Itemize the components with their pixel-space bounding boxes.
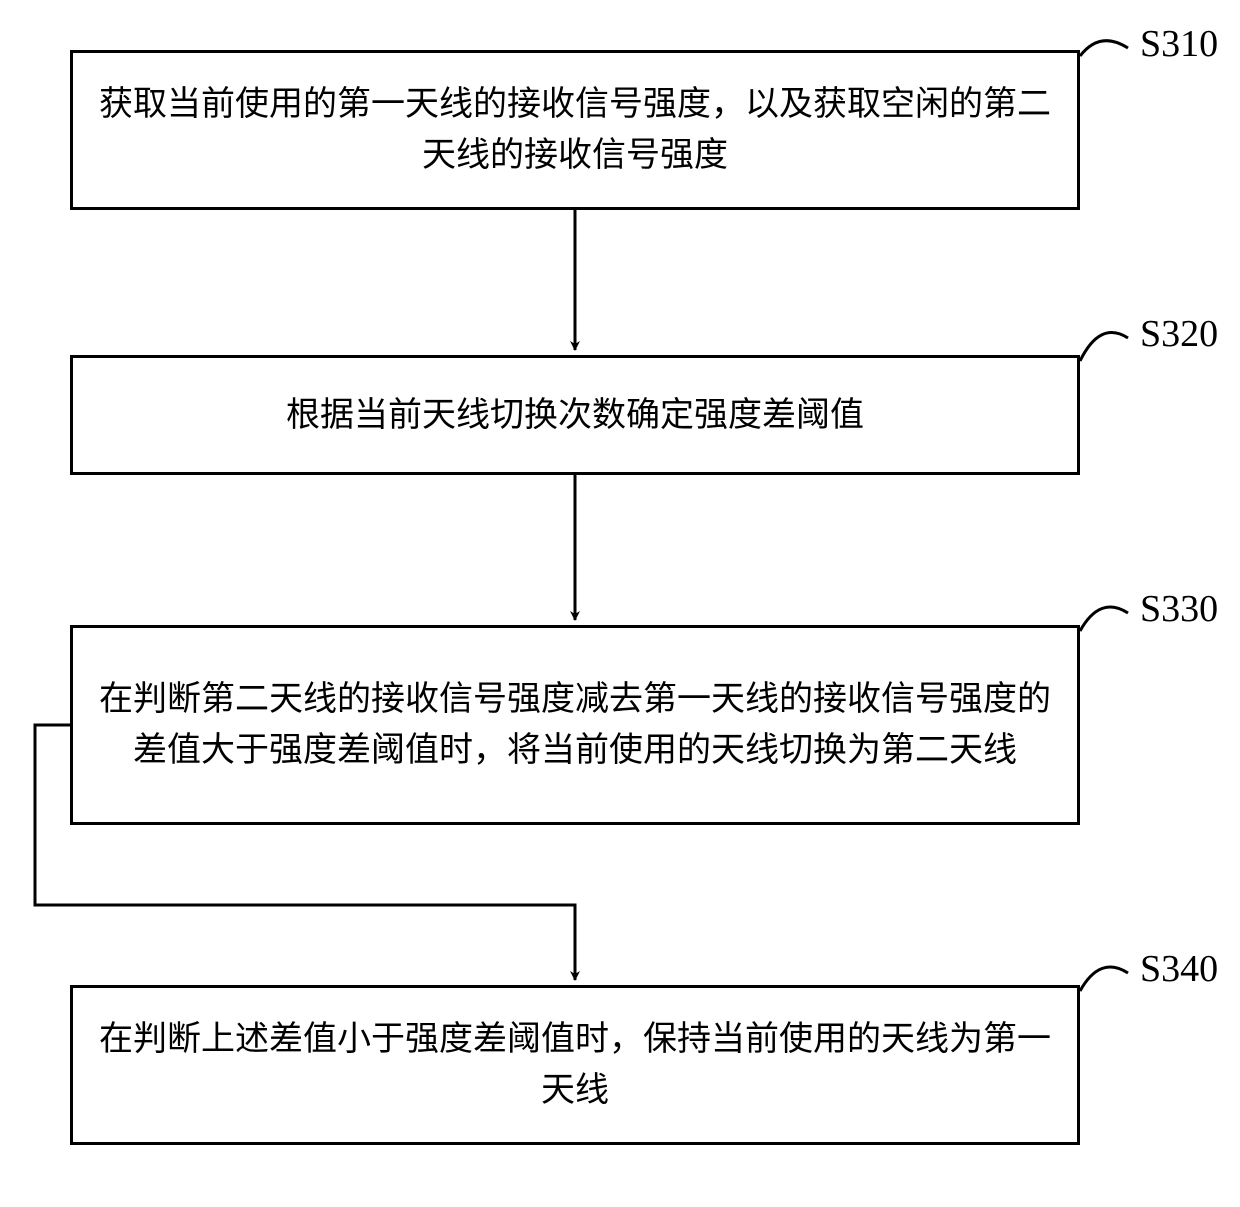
step-label-s320: S320: [1140, 312, 1218, 356]
step-text-s330: 在判断第二天线的接收信号强度减去第一天线的接收信号强度的差值大于强度差阈值时，将…: [93, 674, 1057, 776]
step-text-s320: 根据当前天线切换次数确定强度差阈值: [93, 390, 1057, 441]
flowchart-canvas: 获取当前使用的第一天线的接收信号强度，以及获取空闲的第二天线的接收信号强度 S3…: [0, 0, 1240, 1207]
step-box-s330: 在判断第二天线的接收信号强度减去第一天线的接收信号强度的差值大于强度差阈值时，将…: [70, 625, 1080, 825]
label-curve-s340: [1080, 967, 1128, 991]
step-label-s330: S330: [1140, 587, 1218, 631]
step-box-s310: 获取当前使用的第一天线的接收信号强度，以及获取空闲的第二天线的接收信号强度: [70, 50, 1080, 210]
step-label-s310: S310: [1140, 22, 1218, 66]
label-curve-s330: [1080, 607, 1128, 631]
step-text-s310: 获取当前使用的第一天线的接收信号强度，以及获取空闲的第二天线的接收信号强度: [93, 79, 1057, 181]
label-curve-s310: [1080, 41, 1128, 56]
step-label-s340: S340: [1140, 947, 1218, 991]
step-text-s340: 在判断上述差值小于强度差阈值时，保持当前使用的天线为第一天线: [93, 1014, 1057, 1116]
step-box-s320: 根据当前天线切换次数确定强度差阈值: [70, 355, 1080, 475]
step-box-s340: 在判断上述差值小于强度差阈值时，保持当前使用的天线为第一天线: [70, 985, 1080, 1145]
label-curve-s320: [1080, 333, 1128, 361]
